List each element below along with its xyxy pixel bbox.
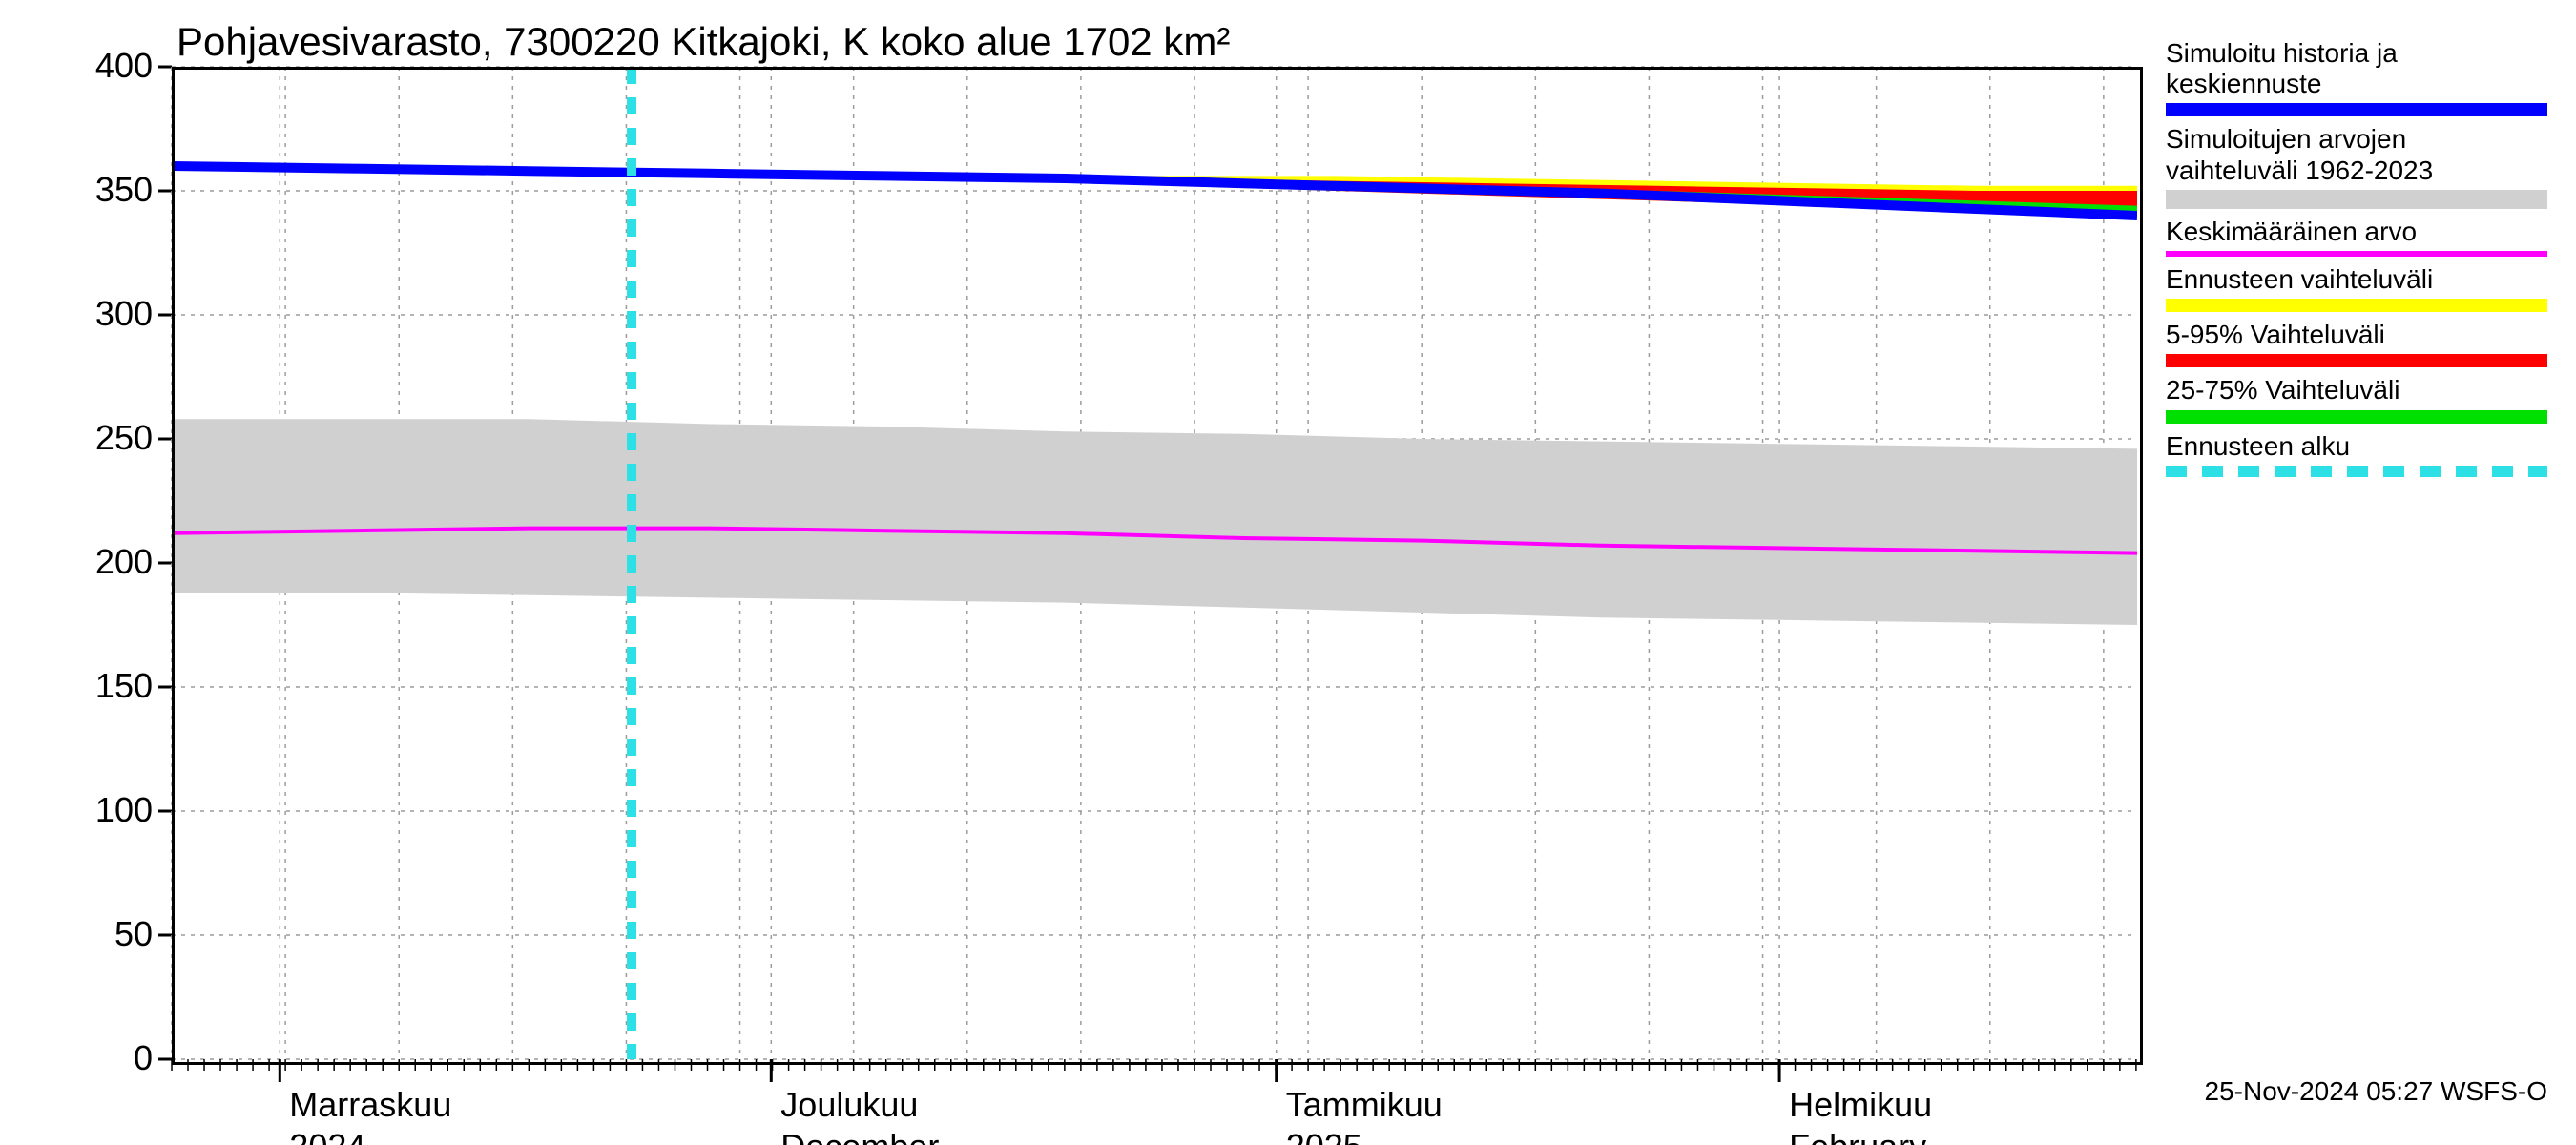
legend-swatch: [2166, 466, 2547, 477]
legend-swatch: [2166, 354, 2547, 367]
ytick-label: 100: [76, 790, 153, 830]
xtick-label-bottom: 2024: [289, 1126, 365, 1145]
xtick-label-top: Marraskuu: [289, 1084, 451, 1125]
xtick-label-top: Joulukuu: [780, 1084, 918, 1125]
ytick-label: 200: [76, 542, 153, 582]
ytick-label: 300: [76, 294, 153, 334]
legend-item: Ennusteen alku: [2166, 431, 2547, 477]
xtick-label-bottom: 2025: [1286, 1126, 1362, 1145]
plot-border: [172, 67, 2143, 1065]
legend-item: 25-75% Vaihteluväli: [2166, 375, 2547, 423]
xtick-label-bottom: February: [1789, 1126, 1926, 1145]
legend-item: Ennusteen vaihteluväli: [2166, 264, 2547, 312]
legend-item: Simuloitu historia ja keskiennuste: [2166, 38, 2547, 116]
legend-text: 5-95% Vaihteluväli: [2166, 320, 2547, 350]
xtick-label-top: Tammikuu: [1286, 1084, 1443, 1125]
chart-root: Pohjavesivarasto / Groundwater storage m…: [0, 0, 2576, 1145]
legend-text: 25-75% Vaihteluväli: [2166, 375, 2547, 406]
ytick-label: 150: [76, 666, 153, 706]
legend-text: Keskimääräinen arvo: [2166, 217, 2547, 247]
ytick-label: 250: [76, 418, 153, 458]
legend-swatch: [2166, 103, 2547, 116]
legend-swatch: [2166, 299, 2547, 312]
legend: Simuloitu historia ja keskiennuste Simulo…: [2166, 38, 2547, 485]
legend-swatch: [2166, 251, 2547, 257]
legend-text: Simuloitujen arvojen vaihteluväli 1962-2…: [2166, 124, 2547, 185]
ytick-label: 350: [76, 170, 153, 210]
ytick-label: 0: [76, 1038, 153, 1078]
legend-text: Simuloitu historia ja keskiennuste: [2166, 38, 2547, 99]
legend-text: Ennusteen vaihteluväli: [2166, 264, 2547, 295]
legend-swatch: [2166, 190, 2547, 209]
legend-text: Ennusteen alku: [2166, 431, 2547, 462]
footer-text: 25-Nov-2024 05:27 WSFS-O: [2205, 1076, 2548, 1107]
xtick-label-bottom: December: [780, 1126, 939, 1145]
legend-swatch: [2166, 410, 2547, 424]
ytick-label: 400: [76, 46, 153, 86]
legend-item: 5-95% Vaihteluväli: [2166, 320, 2547, 367]
xtick-label-top: Helmikuu: [1789, 1084, 1932, 1125]
ytick-label: 50: [76, 914, 153, 954]
legend-item: Simuloitujen arvojen vaihteluväli 1962-2…: [2166, 124, 2547, 208]
legend-item: Keskimääräinen arvo: [2166, 217, 2547, 257]
